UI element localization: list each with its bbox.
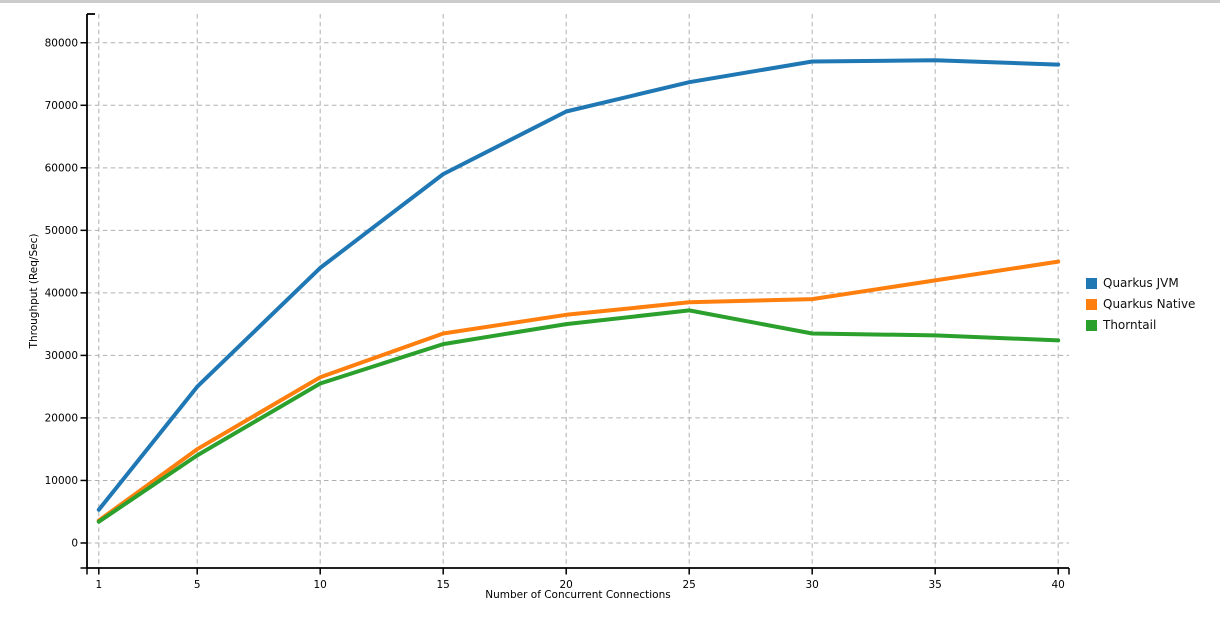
x-tick-label: 35 (928, 579, 941, 591)
legend: Quarkus JVM Quarkus Native Thorntail (1086, 276, 1195, 339)
legend-item-quarkus-jvm: Quarkus JVM (1086, 276, 1195, 290)
legend-swatch-quarkus-native (1086, 298, 1097, 310)
ticks (80, 42, 1070, 575)
x-tick-label: 15 (437, 579, 450, 591)
series-line-quarkus-native (96, 259, 1061, 523)
legend-item-thorntail: Thorntail (1086, 318, 1195, 332)
x-tick-label: 40 (1051, 579, 1064, 591)
series-line-thorntail (96, 308, 1061, 524)
grid (87, 14, 1069, 568)
x-axis-title: Number of Concurrent Connections (485, 589, 671, 601)
y-tick-label: 60000 (45, 162, 78, 174)
legend-swatch-quarkus-jvm (1086, 277, 1097, 289)
y-axis-title: Throughput (Req/Sec) (28, 233, 40, 349)
y-tick-label: 30000 (45, 350, 78, 362)
x-tick-label: 25 (683, 579, 696, 591)
x-tick-label: 10 (314, 579, 327, 591)
x-tick-label: 20 (560, 579, 573, 591)
y-tick-label: 20000 (45, 413, 78, 425)
x-tick-label: 1 (95, 579, 102, 591)
series-line-quarkus-jvm (96, 58, 1061, 512)
legend-label: Quarkus Native (1103, 297, 1196, 311)
legend-label: Thorntail (1103, 318, 1157, 332)
legend-label: Quarkus JVM (1103, 276, 1179, 290)
legend-item-quarkus-native: Quarkus Native (1086, 297, 1195, 311)
y-tick-label: 0 (71, 538, 78, 550)
y-tick-label: 70000 (45, 100, 78, 112)
x-tick-label: 30 (805, 579, 818, 591)
tick-labels: 0 10000 20000 30000 40000 50000 60000 70000 8000… (45, 37, 1065, 591)
y-tick-label: 50000 (45, 225, 78, 237)
window-top-edge (0, 0, 1220, 3)
legend-swatch-thorntail (1086, 319, 1097, 331)
axes (86, 13, 1069, 569)
x-tick-label: 5 (194, 579, 201, 591)
y-tick-label: 40000 (45, 287, 78, 299)
y-tick-label: 10000 (45, 475, 78, 487)
y-tick-label: 80000 (45, 37, 78, 49)
